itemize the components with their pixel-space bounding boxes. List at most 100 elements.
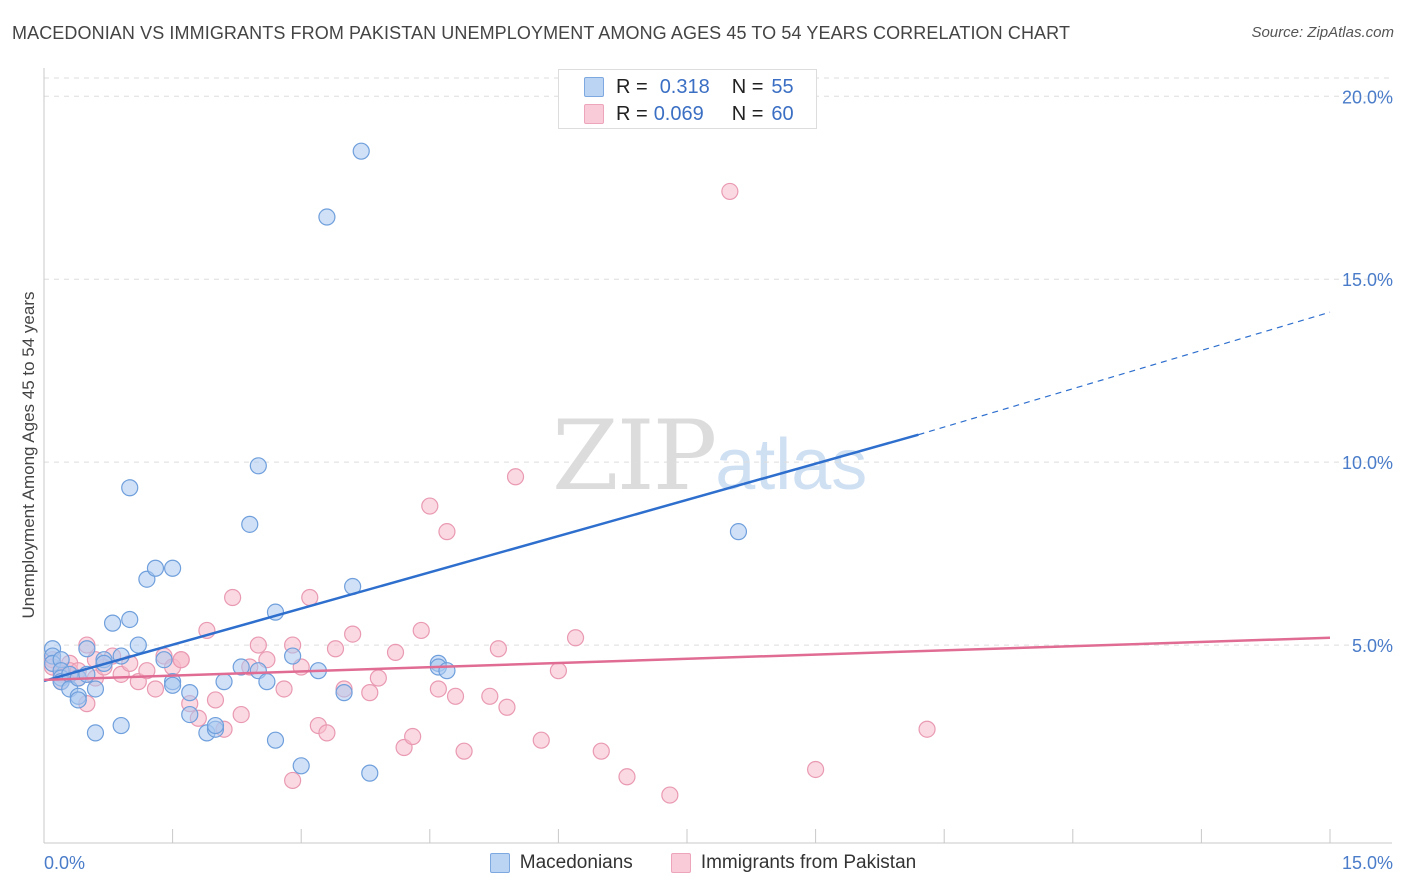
macedonian-point: [78, 640, 96, 658]
pakistan-point: [481, 687, 499, 705]
legend-n-label: N =: [731, 75, 764, 98]
pakistan-point: [446, 687, 465, 705]
legend-r-value: 0.318: [659, 75, 710, 98]
pakistan-point: [721, 182, 739, 201]
macedonian-point: [181, 705, 199, 724]
macedonian-point: [206, 716, 225, 735]
pakistan-point: [146, 680, 165, 698]
y-tick-label: 5.0%: [1352, 636, 1393, 656]
pakistan-point: [592, 742, 610, 760]
macedonian-point: [215, 673, 233, 691]
pakistan-point: [806, 760, 825, 779]
watermark-atlas: atlas: [715, 425, 868, 505]
pakistan-point: [206, 691, 225, 709]
y-tick-label: 15.0%: [1342, 270, 1393, 290]
pakistan-point: [918, 720, 936, 738]
pakistan-point: [661, 786, 679, 804]
pakistan-point: [618, 768, 636, 786]
x-tick-label: 15.0%: [1342, 853, 1393, 873]
pakistan-point: [404, 727, 422, 746]
pakistan-point: [429, 680, 447, 698]
tick-labels: 5.0% 10.0% 15.0% 20.0% 0.0% 15.0%: [44, 87, 1393, 873]
pakistan-point: [438, 523, 456, 541]
pink-swatch: [584, 104, 604, 124]
pakistan-point: [506, 468, 525, 486]
macedonian-point: [112, 716, 130, 735]
blue-swatch: [489, 853, 510, 873]
pakistan-point: [455, 742, 473, 760]
macedonian-point: [266, 731, 285, 749]
pakistan-point: [386, 643, 405, 661]
pakistan-point: [172, 651, 190, 669]
pakistan-point: [326, 640, 345, 658]
macedonian-point: [729, 523, 748, 541]
source-credit: Source: ZipAtlas.com: [1251, 24, 1394, 41]
series-legend: Macedonians Immigrants from Pakistan: [0, 852, 1406, 874]
legend-row-pakistan: R = 0.069 N = 60: [584, 102, 794, 126]
macedonian-point: [86, 724, 105, 742]
pakistan-point: [549, 662, 568, 680]
macedonian-point: [146, 559, 165, 577]
legend-n-value: 55: [771, 75, 794, 98]
macedonian-point: [164, 676, 182, 694]
y-tick-label: 20.0%: [1342, 87, 1393, 107]
pakistan-trend-line: [43, 636, 1331, 682]
pakistan-point: [489, 640, 507, 658]
macedonian-point: [361, 764, 379, 782]
pakistan-point: [412, 621, 430, 640]
chart-title: MACEDONIAN VS IMMIGRANTS FROM PAKISTAN U…: [12, 23, 1071, 43]
legend-item-pakistan[interactable]: Immigrants from Pakistan: [670, 852, 917, 874]
pakistan-point: [224, 588, 242, 607]
macedonian-trend-extension: [918, 311, 1331, 436]
y-tick-label: 10.0%: [1342, 453, 1393, 473]
legend-n-value: 60: [771, 102, 794, 125]
trend-lines: [43, 311, 1331, 683]
macedonian-point: [241, 515, 259, 533]
axes: [43, 68, 1392, 844]
pakistan-point: [138, 662, 156, 680]
macedonian-point: [86, 680, 105, 698]
zipatlas-watermark: ZIPatlas: [552, 400, 867, 512]
pakistan-point: [249, 636, 267, 654]
pakistan-point: [532, 731, 550, 749]
legend-r-label: R =: [616, 102, 648, 125]
legend-row-macedonians: R = 0.318 N = 55: [584, 75, 794, 99]
pakistan-point: [301, 588, 319, 607]
pakistan-point: [361, 684, 379, 702]
legend-n-label: N =: [731, 102, 764, 125]
macedonian-point: [155, 651, 173, 669]
legend-label: Macedonians: [519, 852, 633, 873]
legend-r-value: 0.069: [653, 102, 704, 125]
pakistan-point: [232, 705, 250, 724]
macedonian-point: [318, 208, 336, 226]
pakistan-point: [284, 771, 302, 790]
macedonian-points: [43, 142, 748, 782]
macedonian-point: [232, 658, 250, 676]
macedonian-point: [181, 684, 199, 702]
macedonian-point: [129, 636, 147, 654]
pakistan-point: [275, 680, 293, 698]
macedonian-point: [69, 691, 87, 709]
pakistan-point: [421, 497, 439, 515]
macedonian-point: [335, 684, 353, 702]
macedonian-point: [249, 457, 267, 475]
legend-item-macedonians[interactable]: Macedonians: [489, 852, 633, 874]
macedonian-point: [103, 614, 122, 632]
macedonian-point: [164, 559, 182, 577]
blue-swatch: [584, 77, 604, 97]
macedonian-point: [284, 647, 302, 665]
correlation-legend: R = 0.318 N = 55 R = 0.069 N = 60: [558, 69, 817, 129]
macedonian-point: [121, 610, 139, 629]
macedonian-point: [352, 142, 370, 160]
legend-label: Immigrants from Pakistan: [700, 852, 917, 873]
pink-swatch: [670, 853, 691, 873]
pakistan-point: [566, 629, 585, 647]
x-tick-label: 0.0%: [44, 853, 85, 873]
watermark-zip: ZIP: [552, 400, 717, 512]
macedonian-point: [121, 479, 139, 497]
pakistan-point: [318, 724, 336, 742]
pakistan-point: [369, 669, 387, 687]
macedonian-point: [258, 673, 276, 691]
macedonian-trend-line: [43, 433, 919, 683]
